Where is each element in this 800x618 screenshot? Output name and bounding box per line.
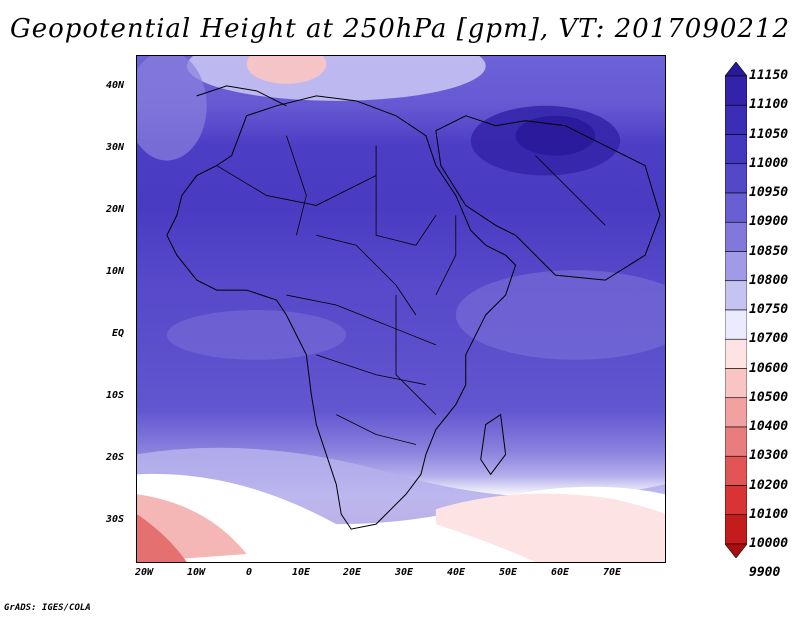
colorbar-label: 10600: [749, 360, 789, 376]
colorbar-label: 10750: [749, 302, 789, 317]
lat-label-20n: 20N: [106, 204, 125, 215]
lon-label-30e: 30E: [395, 567, 414, 578]
colorbar-segment: [725, 455, 747, 486]
lon-label-50e: 50E: [499, 567, 518, 578]
lon-label-20w: 20W: [135, 567, 154, 578]
colorbar-bottom-arrow: [725, 543, 747, 558]
colorbar-label: 10500: [749, 389, 789, 405]
lat-label-30n: 30N: [106, 142, 125, 153]
lat-label-eq: EQ: [112, 328, 125, 339]
colorbar-segment: [725, 104, 747, 135]
lon-label-10w: 10W: [187, 567, 206, 578]
colorbar-segment: [725, 163, 747, 194]
colorbar-label: 10200: [749, 477, 789, 493]
colorbar-segment: [725, 485, 747, 516]
map-title: Geopotential Height at 250hPa [gpm], VT:…: [9, 14, 791, 44]
colorbar-label: 10950: [749, 185, 789, 200]
grads-credit: GrADS: IGES/COLA: [4, 603, 91, 613]
lat-label-40n: 40N: [106, 80, 125, 91]
colorbar: [725, 62, 747, 558]
colorbar-label: 11100: [749, 97, 789, 113]
lon-label-60e: 60E: [551, 567, 570, 578]
lon-label-0: 0: [246, 567, 253, 578]
lat-label-10n: 10N: [106, 266, 125, 277]
colorbar-segment: [725, 368, 747, 399]
coastlines: [166, 85, 661, 530]
colorbar-segment: [725, 309, 747, 340]
colorbar-label: 10800: [749, 272, 789, 288]
lon-label-10e: 10E: [292, 567, 311, 578]
geopotential-map: [136, 55, 666, 563]
colorbar-label: 10900: [749, 214, 789, 230]
lon-label-20e: 20E: [343, 567, 362, 578]
colorbar-label: 11000: [749, 155, 789, 171]
colorbar-label: 10000: [749, 536, 789, 551]
lat-label-20s: 20S: [106, 452, 125, 463]
colorbar-label: 10400: [749, 419, 789, 434]
colorbar-label: 11150: [749, 68, 789, 83]
colorbar-segment: [725, 75, 747, 106]
colorbar-segment: [725, 426, 747, 457]
colorbar-label: 10100: [749, 506, 789, 522]
borders: [216, 135, 606, 445]
colorbar-label: 10300: [749, 448, 789, 464]
colorbar-segment: [725, 192, 747, 223]
colorbar-label: 10700: [749, 331, 789, 347]
colorbar-segment: [725, 397, 747, 428]
colorbar-label: 11050: [749, 126, 789, 142]
colorbar-segment: [725, 280, 747, 311]
lat-label-10s: 10S: [106, 390, 125, 401]
lat-label-30s: 30S: [106, 514, 125, 525]
lon-label-40e: 40E: [447, 567, 466, 578]
colorbar-label: 10850: [749, 243, 789, 259]
colorbar-top-arrow: [725, 62, 747, 77]
colorbar-segment: [725, 134, 747, 165]
colorbar-segment: [725, 221, 747, 252]
colorbar-segment: [725, 251, 747, 282]
lon-label-70e: 70E: [603, 567, 622, 578]
colorbar-segment: [725, 514, 747, 545]
colorbar-segment: [725, 338, 747, 369]
colorbar-label: 9900: [749, 565, 781, 581]
